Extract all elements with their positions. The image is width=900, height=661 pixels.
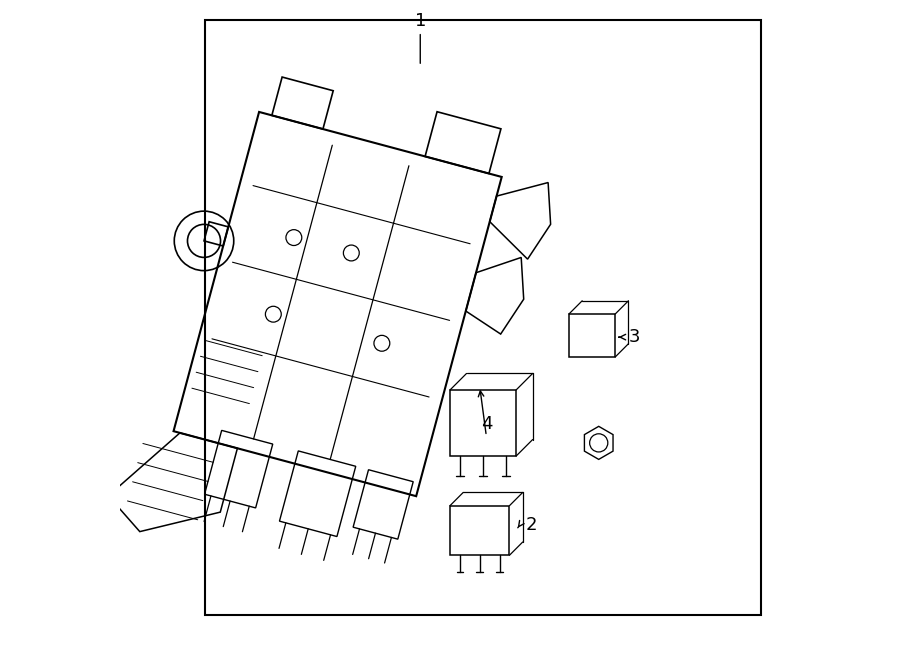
Bar bbox=[205, 20, 760, 615]
Text: 3: 3 bbox=[628, 328, 640, 346]
Text: 2: 2 bbox=[526, 516, 537, 535]
Bar bbox=[450, 390, 516, 456]
Text: 4: 4 bbox=[481, 415, 492, 433]
Bar bbox=[450, 506, 509, 555]
Bar bbox=[569, 314, 616, 357]
Text: 1: 1 bbox=[415, 12, 426, 30]
